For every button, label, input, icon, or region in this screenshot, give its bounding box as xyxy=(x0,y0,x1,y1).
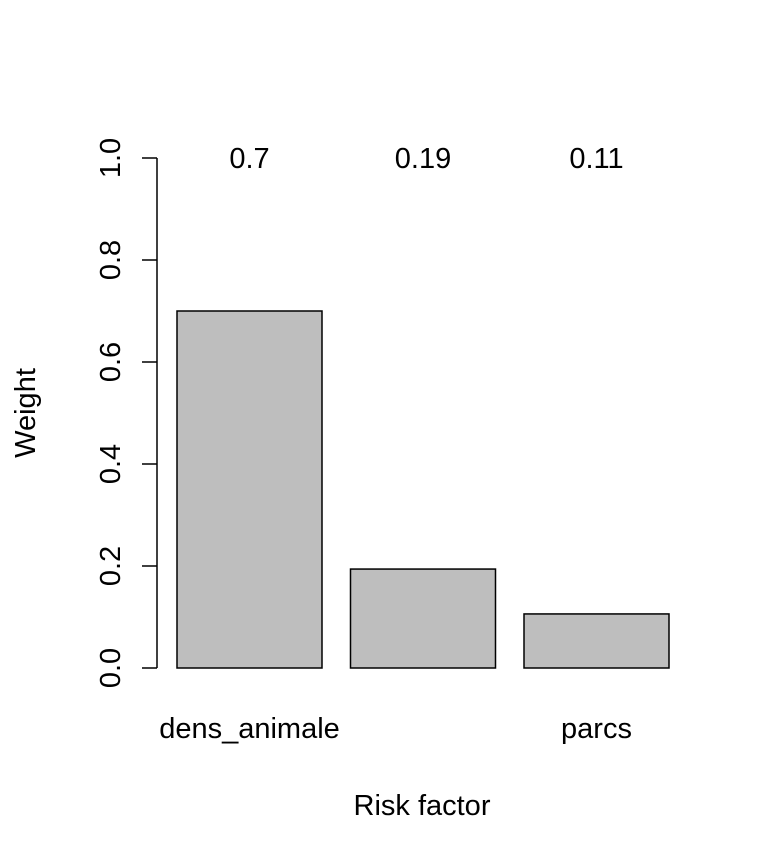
x-tick-label: dens_animale xyxy=(159,713,340,745)
bar xyxy=(523,613,670,669)
bar-value-label: 0.7 xyxy=(229,143,269,175)
bar-value-label: 0.19 xyxy=(395,143,451,175)
category-labels: dens_animale parcs xyxy=(159,713,632,745)
bar-value-label: 0.11 xyxy=(569,143,623,175)
bars xyxy=(176,310,670,669)
x-axis-title: Risk factor xyxy=(354,790,491,822)
y-tick-label: 1.0 xyxy=(95,138,127,178)
y-tick-label: 0.6 xyxy=(95,342,127,382)
y-axis-title: Weight xyxy=(10,368,42,458)
y-tick-label: 0.8 xyxy=(95,240,127,280)
y-axis: 0.0 0.2 0.4 0.6 0.8 1.0 xyxy=(95,138,158,688)
bar xyxy=(176,310,323,669)
value-labels: 0.7 0.19 0.11 xyxy=(229,143,623,175)
y-tick-label: 0.0 xyxy=(95,648,127,688)
x-tick-label: parcs xyxy=(561,713,632,745)
y-tick-label: 0.2 xyxy=(95,546,127,586)
y-tick-label: 0.4 xyxy=(95,444,127,484)
bar xyxy=(349,568,497,669)
